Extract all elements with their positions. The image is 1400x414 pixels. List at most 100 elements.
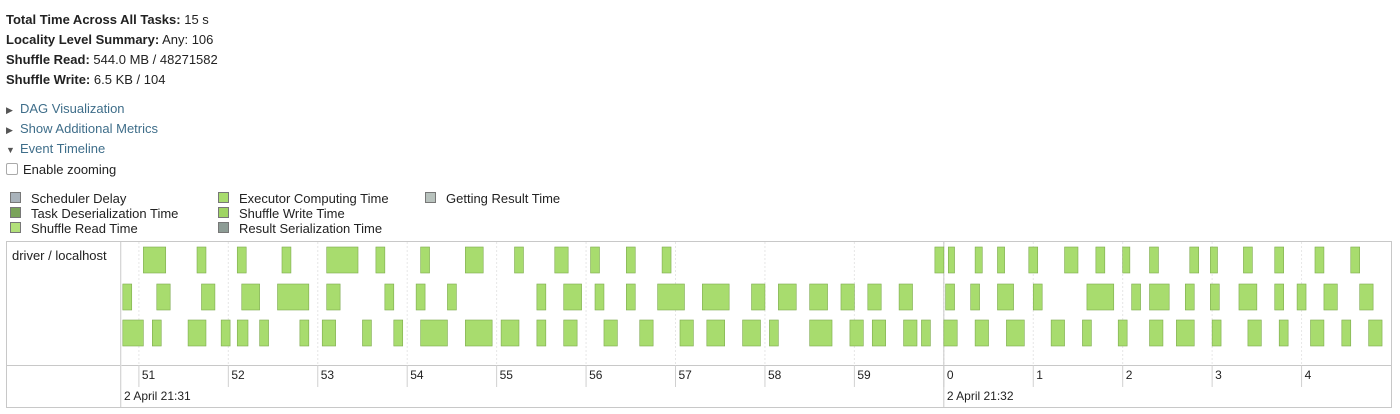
task-bar[interactable] [420,246,430,274]
task-bar[interactable] [465,246,484,274]
task-bar[interactable] [1064,246,1079,274]
task-bar[interactable] [626,246,636,274]
task-bar[interactable] [921,319,931,347]
task-bar[interactable] [1310,319,1325,347]
task-bar[interactable] [1086,283,1115,311]
task-bar[interactable] [447,283,457,311]
task-bar[interactable] [563,319,578,347]
task-bar[interactable] [769,319,779,347]
task-bar[interactable] [236,319,249,347]
task-bar[interactable] [563,283,582,311]
task-bar[interactable] [997,283,1014,311]
task-bar[interactable] [809,319,833,347]
task-bar[interactable] [934,246,945,274]
task-bar[interactable] [375,246,386,274]
task-bar[interactable] [326,283,341,311]
task-bar[interactable] [898,283,913,311]
additional-metrics-toggle[interactable]: ▶ Show Additional Metrics [6,120,158,138]
task-bar[interactable] [420,319,448,347]
task-bar[interactable] [277,283,310,311]
task-bar[interactable] [500,319,520,347]
task-bar[interactable] [679,319,694,347]
task-bar[interactable] [514,246,524,274]
event-timeline-toggle[interactable]: ▼ Event Timeline [6,140,105,158]
task-bar[interactable] [1350,246,1360,274]
task-bar[interactable] [903,319,918,347]
task-bar[interactable] [1296,283,1307,311]
task-bar[interactable] [384,283,395,311]
task-bar[interactable] [1274,246,1284,274]
task-bar[interactable] [156,283,171,311]
task-bar[interactable] [554,246,569,274]
task-bar[interactable] [1238,283,1258,311]
task-bar[interactable] [1211,319,1222,347]
task-bar[interactable] [281,246,292,274]
task-bar[interactable] [122,283,133,311]
task-bar[interactable] [536,283,547,311]
task-bar[interactable] [415,283,426,311]
task-bar[interactable] [702,283,730,311]
task-bar[interactable] [997,246,1005,274]
task-bar[interactable] [778,283,797,311]
task-bar[interactable] [1368,319,1383,347]
task-bar[interactable] [1131,283,1141,311]
task-bar[interactable] [867,283,882,311]
task-bar[interactable] [1028,246,1039,274]
task-bar[interactable] [321,319,336,347]
task-bar[interactable] [943,319,958,347]
task-bar[interactable] [1082,319,1092,347]
task-bar[interactable] [945,283,955,311]
task-bar[interactable] [1032,283,1043,311]
task-bar[interactable] [236,246,247,274]
task-bar[interactable] [751,283,766,311]
task-bar[interactable] [1176,319,1195,347]
task-bar[interactable] [241,283,260,311]
task-bar[interactable] [1274,283,1284,311]
task-bar[interactable] [1095,246,1106,274]
task-bar[interactable] [594,283,605,311]
task-bar[interactable] [970,283,980,311]
task-bar[interactable] [1359,283,1374,311]
task-bar[interactable] [1323,283,1338,311]
task-bar[interactable] [1122,246,1131,274]
task-bar[interactable] [299,319,310,347]
task-bar[interactable] [1184,283,1195,311]
task-bar[interactable] [1117,319,1128,347]
task-bar[interactable] [590,246,600,274]
task-bar[interactable] [1149,319,1164,347]
enable-zooming-checkbox[interactable] [6,163,18,175]
task-bar[interactable] [1210,246,1218,274]
task-bar[interactable] [871,319,886,347]
task-bar[interactable] [742,319,761,347]
task-bar[interactable] [1210,283,1220,311]
task-bar[interactable] [1341,319,1352,347]
task-bar[interactable] [974,319,989,347]
task-bar[interactable] [661,246,672,274]
task-bar[interactable] [326,246,359,274]
task-bar[interactable] [1243,246,1253,274]
task-bar[interactable] [1247,319,1262,347]
event-timeline[interactable]: driver / localhost 51 52 53 54 55 56 57 58 59 0 1 2… [6,241,1392,408]
task-bar[interactable] [1189,246,1200,274]
task-bar[interactable] [143,246,167,274]
task-bar[interactable] [1050,319,1065,347]
task-bar[interactable] [536,319,547,347]
task-bar[interactable] [393,319,404,347]
task-bar[interactable] [603,319,618,347]
task-bar[interactable] [1149,283,1170,311]
task-bar[interactable] [122,319,144,347]
task-bar[interactable] [639,319,654,347]
task-bar[interactable] [840,283,855,311]
task-bar[interactable] [1278,319,1289,347]
task-bar[interactable] [657,283,685,311]
task-bar[interactable] [947,246,955,274]
enable-zooming-option[interactable]: Enable zooming [6,161,116,179]
task-bar[interactable] [259,319,269,347]
task-bar[interactable] [201,283,216,311]
task-bar[interactable] [1314,246,1325,274]
task-bar[interactable] [196,246,207,274]
task-bar[interactable] [849,319,864,347]
task-bar[interactable] [626,283,636,311]
task-bar[interactable] [1149,246,1159,274]
task-bar[interactable] [706,319,725,347]
